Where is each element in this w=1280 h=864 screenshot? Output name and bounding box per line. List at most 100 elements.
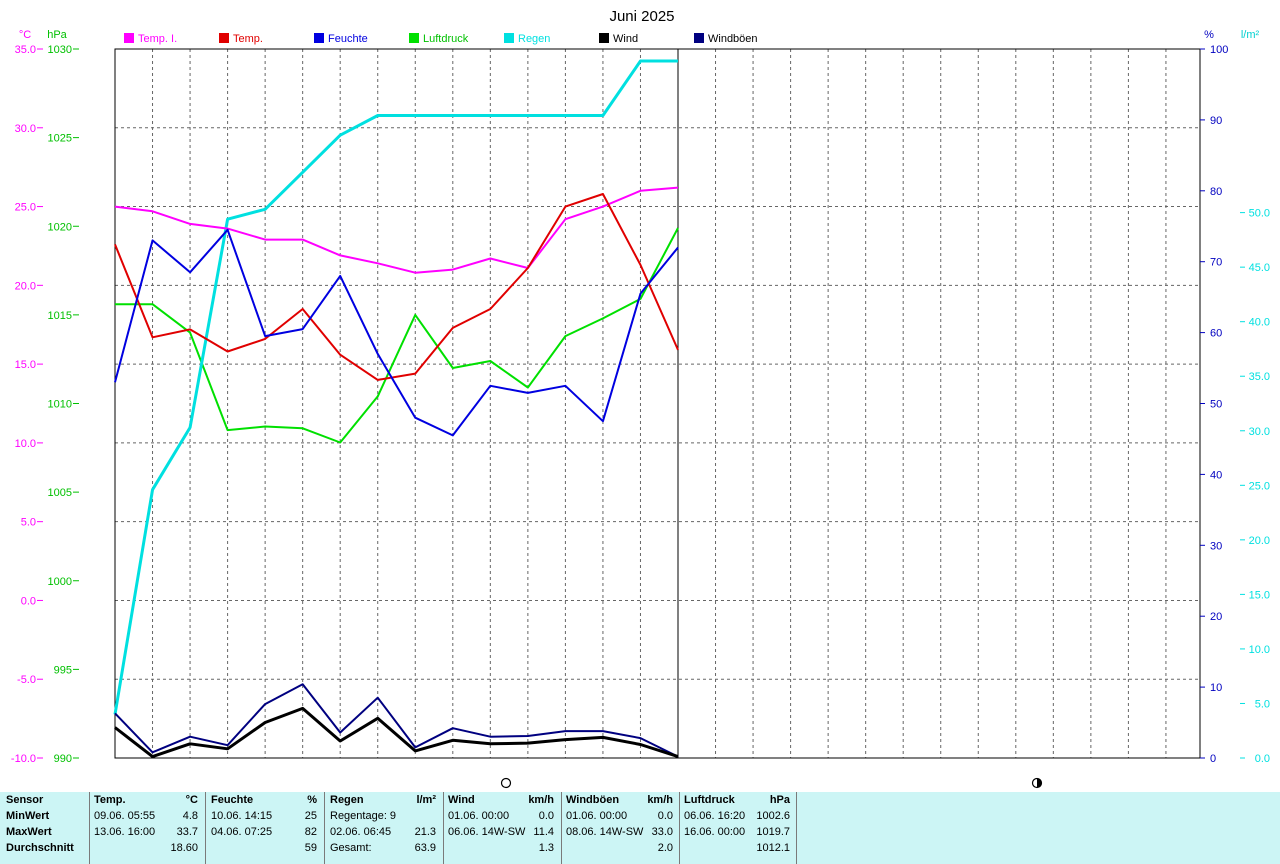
humidity-tick-label: 100 <box>1210 44 1228 56</box>
pressure-unit: hPa <box>769 794 790 806</box>
legend-swatch <box>504 33 514 43</box>
pressure-tick-label: 1015 <box>48 310 72 322</box>
max-label: MaxWert <box>6 826 52 838</box>
divider <box>89 792 90 864</box>
humidity-title: Feuchte <box>211 794 254 806</box>
series-line-regen <box>113 59 678 715</box>
pressure-stats: Luftdruck hPa 06.06. 16:20 1002.6 16.06. 0… <box>684 792 794 864</box>
wind-min-value: 0.0 <box>538 810 554 822</box>
temp-tick-label: 10.0 <box>15 438 36 450</box>
min-label: MinWert <box>6 810 50 822</box>
weather-chart: Juni 2025 °C hPa % l/m² 35.0 30.0 25.0 20.0… <box>11 8 1270 789</box>
wind-unit: km/h <box>528 794 554 806</box>
statistics-panel: Sensor MinWert MaxWert Durchschnitt Temp… <box>0 792 1280 864</box>
humidity-max-value: 82 <box>304 826 317 838</box>
rain-unit: l/m² <box>416 794 436 806</box>
wind-title: Wind <box>448 794 475 806</box>
pressure-title: Luftdruck <box>684 794 735 806</box>
temp-tick-label: 15.0 <box>15 359 36 371</box>
humidity-max-date: 04.06. 07:25 <box>211 826 273 838</box>
humidity-avg-value: 59 <box>304 842 317 854</box>
humidity-tick-label: 90 <box>1210 115 1222 127</box>
pressure-tick-label: 1020 <box>48 221 72 233</box>
temp-avg-value: 18.60 <box>170 842 198 854</box>
temp-min-date: 09.06. 05:55 <box>94 810 156 822</box>
humidity-tick-label: 0 <box>1210 753 1216 765</box>
rain-tick-label: 40.0 <box>1249 317 1270 329</box>
moon-phases <box>500 777 1043 789</box>
legend-label: Regen <box>518 33 550 45</box>
temp-tick-label: 0.0 <box>21 595 36 607</box>
pressure-max-value: 1019.7 <box>756 826 790 838</box>
gust-avg-value: 2.0 <box>657 842 673 854</box>
humidity-tick-label: 20 <box>1210 611 1222 623</box>
temp-max-date: 13.06. 16:00 <box>94 826 156 838</box>
temp-stats: Temp. °C 09.06. 05:55 4.8 13.06. 16:00 33.7… <box>94 792 202 864</box>
legend-label: Feuchte <box>328 33 368 45</box>
temp-tick-label: -5.0 <box>17 674 36 686</box>
series-lines <box>113 59 679 759</box>
humidity-tick-label: 70 <box>1210 257 1222 269</box>
rain-max-date: 02.06. 06:45 <box>330 826 392 838</box>
rain-tick-label: 0.0 <box>1255 753 1270 765</box>
legend-swatch <box>599 33 609 43</box>
rain-tick-label: 15.0 <box>1249 589 1270 601</box>
gust-stats: Windböen km/h 01.06. 00:00 0.0 08.06. 14W-… <box>566 792 677 864</box>
avg-label: Durchschnitt <box>6 842 74 854</box>
humidity-stats: Feuchte% 10.06. 14:15 25 04.06. 07:25 82 5… <box>211 792 321 864</box>
pressure-min-value: 1002.6 <box>756 810 790 822</box>
divider <box>443 792 444 864</box>
rain-unit-label: l/m² <box>1241 29 1260 41</box>
series-line-windböen <box>114 683 679 758</box>
temp-tick-label: 25.0 <box>15 202 36 214</box>
temp-tick-label: 35.0 <box>15 44 36 56</box>
pressure-unit-label: hPa <box>47 29 67 41</box>
series-line-luftdruck <box>115 227 679 444</box>
sensor-header: Sensor <box>6 794 44 806</box>
humidity-tick-label: 80 <box>1210 186 1222 198</box>
legend-swatch <box>694 33 704 43</box>
series-line-temp-i- <box>114 186 679 274</box>
legend-swatch <box>409 33 419 43</box>
plot-frame <box>114 48 1201 759</box>
rain-tick-label: 10.0 <box>1249 644 1270 656</box>
humidity-tick-label: 50 <box>1210 399 1222 411</box>
pressure-tick-label: 990 <box>54 753 72 765</box>
temp-title: Temp. <box>94 794 126 806</box>
series-line-feuchte <box>114 228 679 437</box>
humidity-min-date: 10.06. 14:15 <box>211 810 273 822</box>
rain-total-value: 63.9 <box>414 842 436 854</box>
divider <box>679 792 680 864</box>
pressure-max-date: 16.06. 00:00 <box>684 826 746 838</box>
legend-label: Wind <box>613 33 638 45</box>
gust-max-date: 08.06. 14W-SW <box>566 826 644 838</box>
legend-swatch <box>124 33 134 43</box>
chart-grid <box>115 49 1200 758</box>
rain-stats: Regen l/m² Regentage: 9 02.06. 06:45 21.3 … <box>330 792 440 864</box>
temp-min-value: 4.8 <box>182 810 198 822</box>
pressure-tick-label: 1005 <box>48 487 72 499</box>
divider <box>796 792 797 864</box>
rain-tick-label: 35.0 <box>1249 371 1270 383</box>
chart-axes <box>114 48 1201 759</box>
new-moon-icon <box>500 777 512 789</box>
temp-tick-label: 5.0 <box>21 517 36 529</box>
gust-unit: km/h <box>647 794 673 806</box>
wind-max-date: 06.06. 14W-SW <box>448 826 526 838</box>
humidity-min-value: 25 <box>304 810 317 822</box>
legend-label: Temp. I. <box>138 33 177 45</box>
temp-tick-label: -10.0 <box>11 753 36 765</box>
legend-label: Temp. <box>233 33 263 45</box>
rain-total-label: Gesamt: <box>330 842 372 854</box>
chart-legend: Temp. I. Temp. Feuchte Luftdruck Regen Wind Wi… <box>124 33 758 45</box>
pressure-tick-label: 1030 <box>48 44 72 56</box>
tick-labels: 35.0 30.0 25.0 20.0 15.0 10.0 5.0 0.0 -5.0 -10.0 1… <box>11 44 1270 765</box>
legend-label: Luftdruck <box>423 33 469 45</box>
series-line-wind <box>114 706 679 759</box>
divider <box>324 792 325 864</box>
wind-max-value: 11.4 <box>533 826 554 838</box>
stats-label-column: Sensor MinWert MaxWert Durchschnitt <box>6 792 86 864</box>
pressure-min-date: 06.06. 16:20 <box>684 810 746 822</box>
rain-tick-label: 5.0 <box>1255 698 1270 710</box>
rain-tick-label: 25.0 <box>1249 480 1270 492</box>
